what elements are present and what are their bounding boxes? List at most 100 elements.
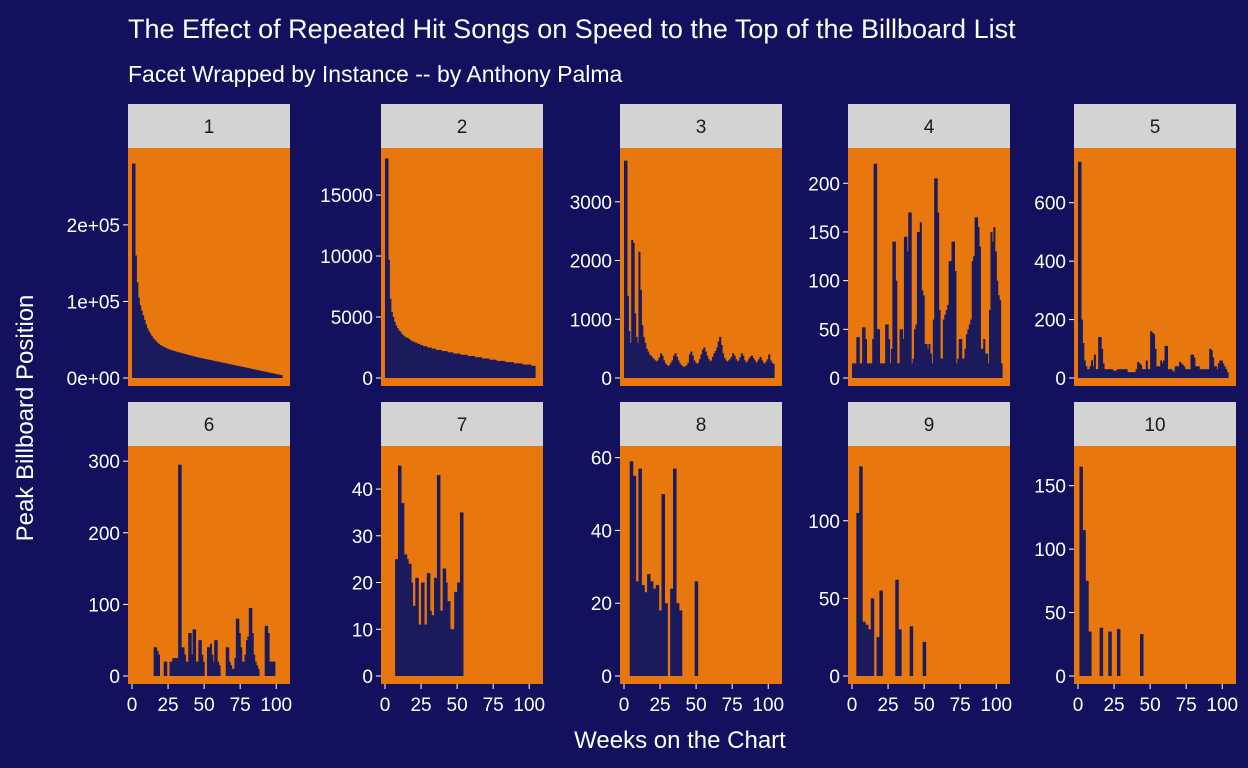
bar <box>632 242 635 378</box>
bar <box>195 661 198 676</box>
bar <box>247 636 250 676</box>
y-tick-label: 1e+05 <box>67 292 120 313</box>
bar <box>724 360 727 378</box>
bar <box>929 353 932 378</box>
bar <box>422 582 425 676</box>
bar <box>183 353 186 378</box>
bar <box>1132 372 1135 378</box>
bar <box>899 329 902 378</box>
facet-strip <box>848 104 1010 148</box>
bar <box>853 363 856 378</box>
facet-panel <box>620 148 782 386</box>
bar <box>976 217 979 378</box>
bar <box>221 362 224 378</box>
bar <box>1215 366 1218 378</box>
bar <box>1168 369 1171 378</box>
bar <box>431 615 434 676</box>
bar <box>147 331 150 378</box>
bar <box>163 347 166 378</box>
bar <box>253 369 256 378</box>
x-tick-label: 75 <box>230 695 251 716</box>
bar <box>723 358 726 378</box>
bar <box>477 357 480 378</box>
bar <box>660 353 663 378</box>
facet-strip-label: 6 <box>204 415 215 436</box>
bar <box>981 348 984 378</box>
bar <box>1086 580 1089 676</box>
bar <box>986 353 989 378</box>
bar <box>942 319 945 378</box>
bar <box>173 658 176 676</box>
bar <box>1196 366 1199 378</box>
bar <box>973 256 976 378</box>
bar <box>134 255 137 378</box>
bar <box>410 582 413 676</box>
bar <box>406 337 409 378</box>
y-tick-label: 60 <box>591 449 612 470</box>
bar <box>745 362 748 378</box>
y-tick-label: 0e+00 <box>67 369 120 390</box>
bar <box>452 353 455 378</box>
bar <box>859 363 862 378</box>
bar <box>419 345 422 378</box>
bar <box>1217 363 1220 378</box>
bar <box>1090 360 1094 378</box>
x-tick-label: 75 <box>722 695 743 716</box>
x-tick-label: 0 <box>847 695 858 716</box>
facet-strip-label: 9 <box>924 415 935 436</box>
y-tick-label: 20 <box>591 594 612 615</box>
bar <box>755 362 758 378</box>
bar <box>638 251 641 378</box>
bar <box>211 360 214 378</box>
facet-strip-label: 1 <box>204 117 215 138</box>
bar <box>1184 369 1187 378</box>
facet-5: 5 0 200 400 600 <box>1034 104 1236 390</box>
bar <box>232 668 235 676</box>
bar <box>202 661 205 676</box>
bar <box>157 343 160 378</box>
bar <box>396 559 399 676</box>
bar <box>271 373 274 378</box>
facet-strip-label: 5 <box>1150 117 1161 138</box>
bar <box>412 605 415 676</box>
bar <box>873 163 876 378</box>
bar <box>1083 360 1086 378</box>
bar <box>1098 337 1101 378</box>
bar <box>635 336 638 378</box>
bar <box>628 331 631 378</box>
bar <box>511 362 514 378</box>
y-tick-label: 3000 <box>570 193 612 214</box>
bar <box>649 581 652 676</box>
bar <box>1079 466 1082 676</box>
bar <box>219 362 223 378</box>
bar <box>1106 369 1109 378</box>
bar <box>1186 369 1189 378</box>
bar <box>626 295 629 378</box>
bar <box>188 633 191 676</box>
bar <box>668 365 671 378</box>
bar <box>762 362 765 378</box>
bar <box>944 314 947 378</box>
bar <box>1167 369 1170 378</box>
bar <box>928 343 931 378</box>
bar <box>864 624 868 676</box>
bar <box>475 357 478 378</box>
bar <box>931 363 934 378</box>
bar <box>675 603 678 676</box>
bar <box>862 327 865 378</box>
bar <box>415 577 418 676</box>
y-tick-label: 100 <box>1034 540 1066 561</box>
bar <box>254 369 257 378</box>
bar <box>146 328 149 378</box>
bar <box>205 359 208 378</box>
bar <box>1115 370 1118 378</box>
bar <box>934 178 937 378</box>
bar <box>207 359 210 378</box>
bar <box>660 610 663 676</box>
x-tick-label: 100 <box>260 695 292 716</box>
bar <box>524 364 527 378</box>
bar <box>1164 345 1167 378</box>
bar <box>397 465 401 676</box>
bar <box>1163 360 1166 378</box>
bar <box>856 337 859 378</box>
